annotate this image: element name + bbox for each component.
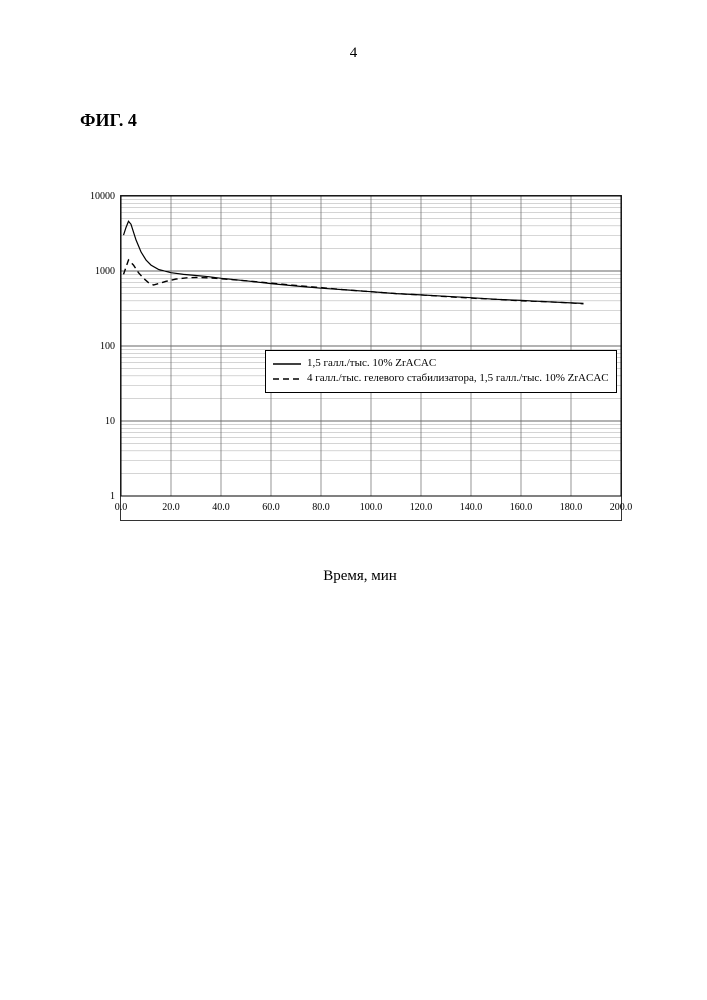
legend-item: 1,5 галл./тыс. 10% ZrACAC [273,356,609,371]
legend-label: 4 галл./тыс. гелевого стабилизатора, 1,5… [307,371,609,386]
svg-text:40.0: 40.0 [212,502,230,513]
svg-text:60.0: 60.0 [262,502,280,513]
legend-item: 4 галл./тыс. гелевого стабилизатора, 1,5… [273,371,609,386]
page: 4 ФИГ. 4 Кажущаяся вязкость при 100 с⁻¹ … [0,0,707,1000]
svg-text:1000: 1000 [95,266,115,277]
svg-text:120.0: 120.0 [410,502,433,513]
svg-text:20.0: 20.0 [162,502,180,513]
svg-text:80.0: 80.0 [312,502,330,513]
svg-text:100: 100 [100,341,115,352]
svg-text:200.0: 200.0 [610,502,633,513]
legend: 1,5 галл./тыс. 10% ZrACAC4 галл./тыс. ге… [265,350,617,393]
page-number: 4 [0,45,707,62]
svg-text:1: 1 [110,491,115,502]
x-axis-label: Время, мин [80,568,640,585]
svg-text:0.0: 0.0 [115,502,128,513]
svg-text:100.0: 100.0 [360,502,383,513]
svg-text:10: 10 [105,416,115,427]
svg-text:160.0: 160.0 [510,502,533,513]
svg-text:180.0: 180.0 [560,502,583,513]
chart-container: Кажущаяся вязкость при 100 с⁻¹ 0.020.040… [80,195,640,575]
svg-text:140.0: 140.0 [460,502,483,513]
figure-title: ФИГ. 4 [80,110,137,131]
svg-text:10000: 10000 [90,191,115,202]
legend-label: 1,5 галл./тыс. 10% ZrACAC [307,356,436,371]
